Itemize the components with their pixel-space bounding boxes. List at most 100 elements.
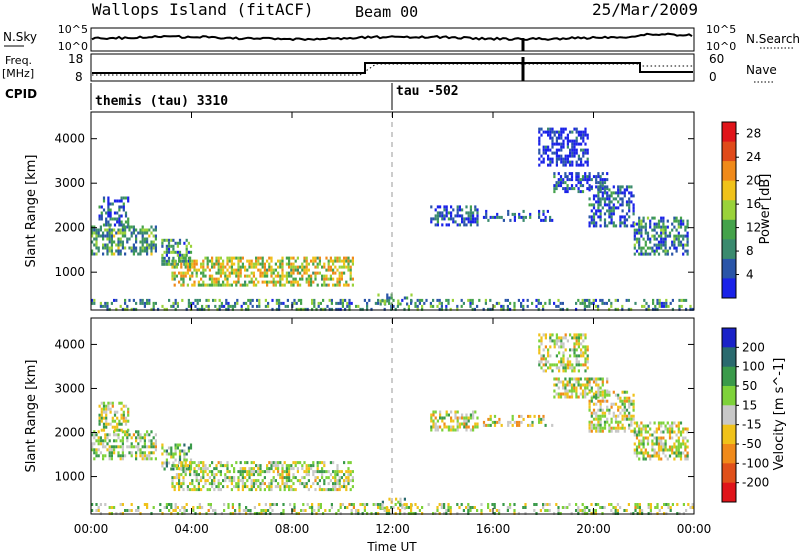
power-cell — [630, 224, 633, 228]
vel-cell — [586, 386, 589, 390]
power-cell — [107, 214, 110, 218]
power-cell — [163, 250, 166, 254]
vel-cell — [655, 427, 658, 431]
vel-cell — [285, 464, 288, 468]
vel-cell — [410, 503, 413, 506]
power-cell — [571, 163, 574, 167]
vel-cell — [577, 342, 580, 346]
vel-cell — [434, 422, 437, 426]
power-cell — [99, 234, 102, 238]
power-cell — [130, 246, 133, 250]
power-cell — [332, 283, 335, 287]
vel-cell — [595, 411, 598, 415]
power-cell — [339, 307, 342, 311]
power-cell — [575, 172, 578, 176]
power-cell — [547, 133, 550, 137]
power-cell — [671, 298, 674, 302]
power-cell — [558, 136, 561, 140]
power-cell — [580, 160, 583, 164]
vel-cell — [458, 506, 461, 509]
power-cell — [237, 268, 240, 272]
power-cell — [608, 188, 611, 192]
vel-cell — [272, 470, 275, 474]
vel-cell — [363, 509, 366, 512]
power-cell — [612, 209, 615, 213]
power-cell — [217, 271, 220, 275]
power-cell — [321, 283, 324, 287]
vel-cell — [347, 467, 350, 471]
vel-cell — [118, 401, 121, 405]
power-cell — [642, 252, 645, 256]
power-cell — [450, 214, 453, 218]
vel-cell — [334, 482, 337, 486]
power-cell — [348, 307, 351, 311]
power-cell — [621, 200, 624, 204]
vel-cell — [170, 446, 173, 450]
power-cell — [562, 145, 565, 149]
power-cell — [344, 298, 347, 302]
vel-cell — [590, 423, 593, 427]
power-cell — [213, 283, 216, 287]
vel-cell — [237, 476, 240, 480]
power-cell — [366, 301, 369, 305]
vel-cell — [628, 423, 631, 427]
power-cell — [678, 298, 681, 302]
vel-cell — [549, 333, 552, 337]
power-cell — [642, 219, 645, 223]
power-cell — [440, 301, 443, 305]
power-cell — [321, 274, 324, 278]
power-cell — [332, 268, 335, 272]
vel-cell — [244, 485, 247, 489]
vel-cell — [540, 354, 543, 358]
vel-cell — [374, 503, 377, 506]
vel-cell — [290, 485, 293, 489]
vel-cell — [107, 407, 110, 411]
power-cell — [344, 307, 347, 311]
power-cell — [686, 243, 689, 247]
power-cell — [249, 301, 252, 305]
power-cell — [610, 200, 613, 204]
vel-cell — [644, 436, 647, 440]
power-cell — [560, 127, 563, 131]
vel-cell — [571, 336, 574, 340]
power-cell — [106, 234, 109, 238]
vel-cell — [599, 423, 602, 427]
power-cbar-label: Power [dB] — [758, 174, 773, 245]
vel-cell — [619, 411, 622, 415]
power-cell — [679, 234, 683, 238]
power-cell — [116, 199, 119, 203]
power-cell — [187, 304, 190, 308]
power-cell — [379, 299, 382, 303]
vel-cell — [170, 449, 173, 453]
power-cell — [571, 139, 574, 143]
power-cell — [653, 249, 656, 253]
vel-cell — [206, 479, 209, 483]
vel-cell — [575, 333, 578, 337]
vel-cell — [109, 422, 112, 426]
power-cell — [222, 280, 225, 284]
power-cell — [246, 274, 249, 278]
vel-cell — [465, 506, 468, 509]
vel-cell — [361, 503, 364, 506]
power-cell — [185, 253, 188, 257]
power-cell — [586, 163, 589, 167]
vel-cell — [540, 357, 543, 361]
vel-cell — [161, 452, 164, 456]
vel-cell — [608, 390, 611, 394]
power-cell — [472, 211, 475, 215]
vel-cell — [456, 419, 459, 423]
power-cell — [438, 307, 441, 311]
vel-cell — [170, 503, 173, 506]
power-cell — [130, 234, 133, 238]
power-cell — [192, 301, 195, 305]
power-cell — [178, 238, 182, 242]
power-cell — [662, 249, 665, 253]
power-cell — [575, 184, 578, 188]
vel-cell — [237, 470, 240, 474]
vel-cell — [562, 357, 565, 361]
vel-cell — [522, 417, 525, 421]
vel-cell — [529, 414, 532, 418]
vel-cell — [584, 357, 587, 361]
power-cell — [283, 283, 286, 287]
